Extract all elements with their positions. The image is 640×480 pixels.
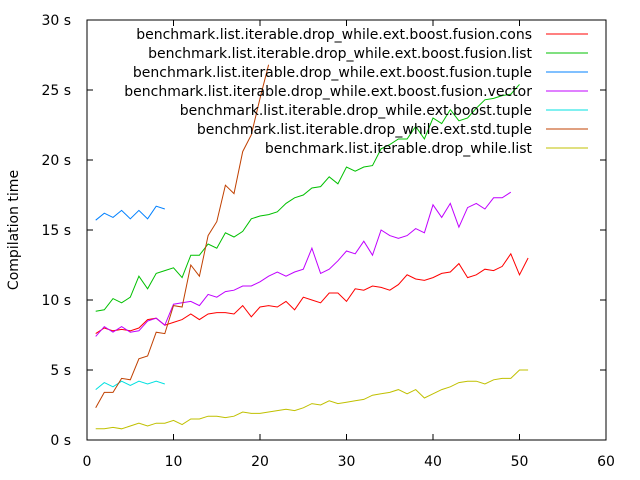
y-tick-label: 25 s (41, 83, 71, 99)
y-tick-label: 10 s (41, 293, 71, 309)
legend-label: benchmark.list.iterable.drop_while.list (265, 141, 533, 157)
y-axis-label: Compilation time (6, 170, 22, 290)
legend-label: benchmark.list.iterable.drop_while.ext.b… (136, 27, 532, 43)
y-tick-label: 30 s (41, 13, 71, 29)
x-tick-label: 30 (338, 454, 356, 470)
y-tick-label: 15 s (41, 223, 71, 239)
x-tick-label: 40 (424, 454, 442, 470)
x-tick-label: 10 (165, 454, 183, 470)
legend-label: benchmark.list.iterable.drop_while.ext.b… (133, 65, 532, 81)
x-tick-label: 50 (511, 454, 529, 470)
legend-label: benchmark.list.iterable.drop_while.ext.b… (180, 103, 532, 119)
y-axis: 0 s 5 s 10 s 15 s 20 s 25 s 30 s (41, 13, 606, 449)
x-tick-label: 60 (597, 454, 615, 470)
x-tick-label: 0 (83, 454, 92, 470)
plot-border (86, 19, 607, 441)
series-group (95, 64, 529, 430)
series-line-6 (95, 369, 529, 430)
x-tick-label: 20 (251, 454, 269, 470)
y-tick-label: 5 s (50, 363, 71, 379)
legend-label: benchmark.list.iterable.drop_while.ext.b… (148, 46, 532, 62)
series-line-1 (95, 84, 520, 312)
series-line-2 (95, 205, 165, 221)
legend-label: benchmark.list.iterable.drop_while.ext.b… (124, 84, 532, 100)
series-line-3 (95, 191, 512, 337)
legend: benchmark.list.iterable.drop_while.ext.b… (124, 27, 588, 157)
series-line-5 (95, 64, 270, 409)
legend-label: benchmark.list.iterable.drop_while.ext.s… (197, 122, 532, 138)
y-tick-label: 20 s (41, 153, 71, 169)
series-line-4 (95, 380, 165, 390)
x-axis: 0 10 20 30 40 50 60 (83, 20, 615, 470)
y-tick-label: 0 s (50, 433, 71, 449)
plot-frame (86, 19, 607, 441)
